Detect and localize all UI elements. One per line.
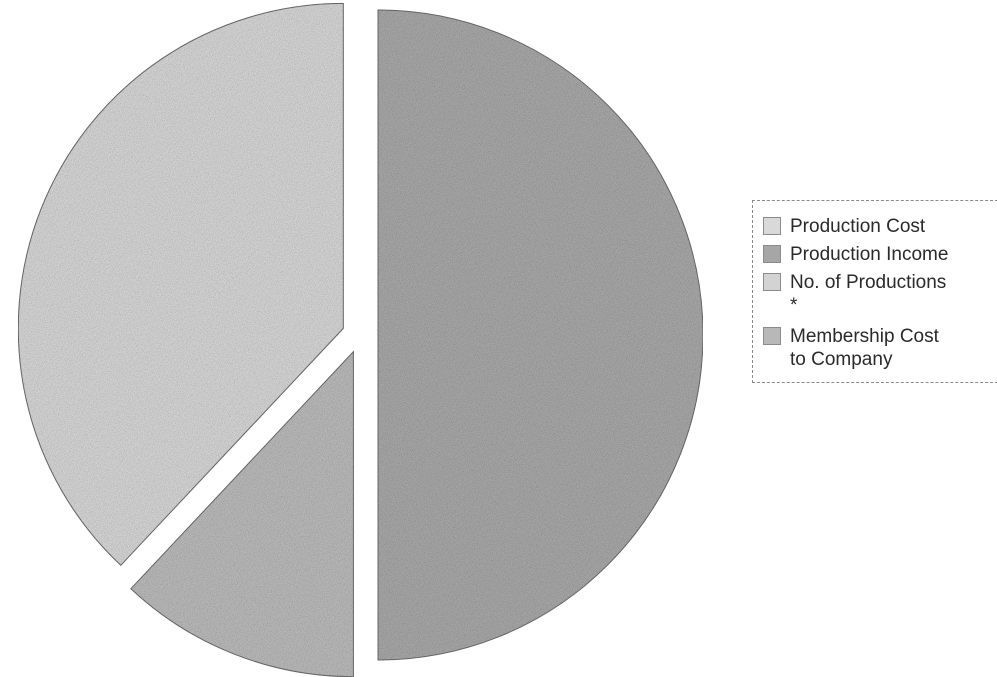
legend-label-membership-cost: Membership Cost to Company: [790, 326, 939, 370]
legend-swatch-membership-cost: [763, 327, 781, 345]
chart-legend: Production Cost Production Income No. of…: [752, 200, 997, 383]
legend-label-production-income: Production Income: [790, 244, 949, 265]
pie-slice-no-of-productions: [17, 2, 344, 567]
legend-swatch-no-of-productions: [763, 273, 781, 291]
legend-item-membership-cost: Membership Cost to Company: [763, 325, 997, 371]
legend-swatch-production-cost: [763, 217, 781, 235]
legend-swatch-production-income: [763, 245, 781, 263]
legend-item-production-cost: Production Cost: [763, 215, 997, 238]
legend-item-production-income: Production Income: [763, 243, 997, 266]
pie-slice-membership-cost: [130, 350, 354, 677]
pie-chart: [17, 2, 704, 677]
legend-label-no-of-productions: No. of Productions *: [790, 272, 947, 316]
legend-item-no-of-productions: No. of Productions *: [763, 271, 997, 317]
legend-label-production-cost: Production Cost: [790, 216, 926, 237]
pie-slice-production-income: [377, 9, 704, 661]
